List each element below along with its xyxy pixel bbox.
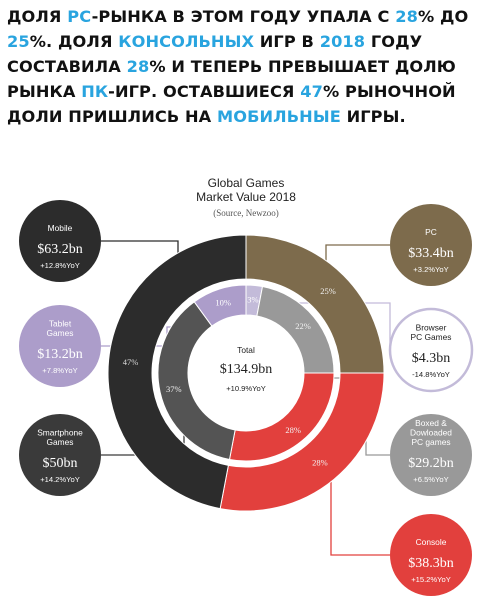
headline: Доля PC-рынка в этом году упала с 28% до…	[7, 4, 487, 129]
pc-callout-label: PC	[425, 227, 437, 237]
headline-part: %. Доля	[29, 32, 119, 51]
ring-percent-labels: 25% 28% 47% 3% 22% 28% 37% 10%	[123, 286, 336, 467]
inner-ring	[157, 284, 335, 462]
headline-part: игры.	[340, 107, 406, 126]
headline-part: -рынка в этом году упала с	[91, 7, 396, 26]
headline-part: 25	[7, 32, 30, 51]
headline-part: мобильные	[217, 107, 341, 126]
boxed-callout-yoy: +6.5%YoY	[413, 475, 448, 484]
outer-slice-label: 25%	[320, 286, 336, 296]
callout-console: Console $38.3bn +15.2%YoY	[390, 514, 472, 596]
headline-part: Доля	[7, 7, 68, 26]
callout-pc: PC $33.4bn +3.2%YoY	[390, 204, 472, 286]
boxed-callout-value: $29.2bn	[408, 456, 454, 471]
outer-slice-label: 28%	[312, 457, 328, 467]
console-leader-line	[330, 459, 390, 556]
callouts: Mobile$63.2bn+12.8%YoYTabletGames$13.2bn…	[19, 200, 474, 596]
headline-part: PC	[67, 7, 92, 26]
chart-title-line: Market Value 2018	[196, 190, 296, 204]
chart-source: (Source, Newzoo)	[213, 208, 278, 218]
callout-mobile: Mobile $63.2bn +12.8%YoY	[19, 200, 101, 282]
headline-part: 2018	[319, 32, 366, 51]
headline-part: % до	[417, 7, 469, 26]
center-value: $134.9bn	[220, 362, 273, 377]
tablet-callout-label: Tablet	[49, 319, 72, 329]
outer-slice-label: 47%	[123, 357, 139, 367]
tablet-callout-value: $13.2bn	[37, 347, 83, 362]
smartphone-callout-yoy: +14.2%YoY	[40, 475, 80, 484]
tablet-callout-yoy: +7.8%YoY	[42, 366, 77, 375]
headline-part: консольных	[118, 32, 255, 51]
mobile-callout-label: Mobile	[48, 223, 73, 233]
browser-callout-label: Browser	[416, 323, 447, 333]
pc-callout-circle	[390, 204, 472, 286]
inner-slice-label: 22%	[295, 321, 311, 331]
headline-part: году составила	[7, 32, 423, 76]
console-callout-circle	[390, 514, 472, 596]
center-label: Total	[237, 345, 255, 355]
console-callout-label: Console	[416, 537, 447, 547]
inner-slice	[157, 301, 236, 461]
mobile-callout-value: $63.2bn	[37, 242, 83, 257]
pc-callout-value: $33.4bn	[408, 246, 454, 261]
inner-slice	[193, 284, 247, 327]
smartphone-callout-label: Smartphone	[37, 428, 83, 438]
boxed-callout-label: PC games	[411, 437, 450, 447]
mobile-leader-line	[101, 240, 179, 262]
outer-ring	[107, 234, 385, 512]
headline-part: % рыночной доли пришлись на	[7, 82, 456, 126]
headline-part: ПК	[81, 82, 109, 101]
mobile-callout-yoy: +12.8%YoY	[40, 261, 80, 270]
center-yoy: +10.9%YoY	[226, 384, 266, 393]
pc-callout-yoy: +3.2%YoY	[413, 265, 448, 274]
boxed-callout-label: Dowloaded	[410, 428, 452, 438]
headline-part: % и теперь превышает долю рынка	[7, 57, 456, 101]
pc-leader-line	[325, 244, 390, 262]
headline-part: 28	[395, 7, 418, 26]
chart-title-line: Global Games	[208, 176, 285, 190]
headline-part: 28	[126, 57, 150, 76]
outer-slice	[107, 234, 247, 510]
headline-part: игр в	[254, 32, 320, 51]
tablet-callout-circle	[19, 305, 101, 387]
inner-slice-label: 10%	[215, 298, 231, 308]
mobile-callout-circle	[19, 200, 101, 282]
browser-callout-label: PC Games	[411, 332, 452, 342]
center-total: Total $134.9bn +10.9%YoY	[220, 345, 273, 393]
boxed-callout-circle	[390, 414, 472, 496]
smartphone-callout-label: Games	[47, 437, 74, 447]
browser-callout-value: $4.3bn	[412, 351, 451, 366]
inner-slice-label: 3%	[247, 294, 258, 304]
console-callout-value: $38.3bn	[408, 556, 454, 571]
tablet-callout-label: Games	[47, 328, 74, 338]
browser-callout-yoy: -14.8%YoY	[412, 370, 450, 379]
smartphone-callout-circle	[19, 414, 101, 496]
headline-part: 47	[300, 82, 323, 101]
headline-part: -игр. Оставшиеся	[108, 82, 301, 101]
boxed-callout-label: Boxed &	[415, 418, 447, 428]
inner-slice-label: 28%	[285, 425, 301, 435]
console-callout-yoy: +15.2%YoY	[411, 575, 451, 584]
smartphone-callout-value: $50bn	[43, 456, 78, 471]
browser-callout-circle	[388, 307, 474, 393]
inner-slice-label: 37%	[166, 384, 182, 394]
